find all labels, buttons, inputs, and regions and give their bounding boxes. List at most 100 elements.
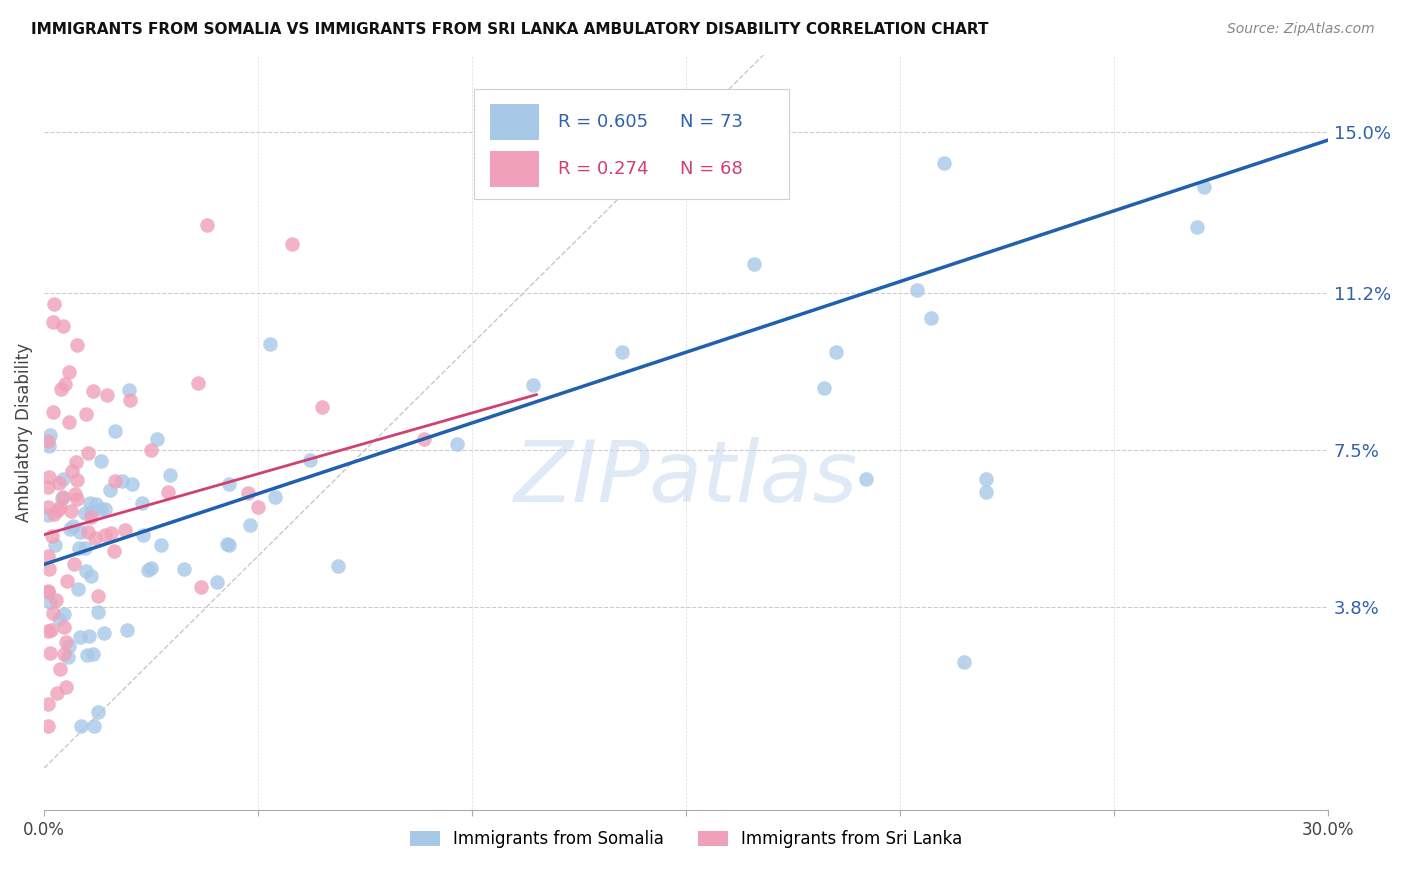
Point (52, 490, 75, 504)
Point (96, 388, 118, 402)
Point (53, 377, 76, 392)
Point (84, 531, 107, 545)
Point (173, 562, 195, 576)
Point (190, 580, 212, 594)
Point (238, 486, 260, 500)
Text: Source: ZipAtlas.com: Source: ZipAtlas.com (1227, 22, 1375, 37)
Point (149, 538, 172, 552)
Point (70, 718, 93, 732)
Point (100, 526, 122, 541)
Point (48, 476, 70, 491)
Point (825, 345, 848, 359)
Point (79, 496, 101, 510)
Point (55, 634, 77, 648)
Point (46, 503, 69, 517)
FancyBboxPatch shape (474, 89, 789, 199)
Point (58, 639, 80, 653)
Point (66, 582, 89, 596)
Point (264, 490, 287, 504)
Point (79, 568, 101, 582)
Point (215, 536, 238, 550)
Point (159, 468, 181, 483)
Point (41, 316, 63, 330)
Point (328, 559, 350, 574)
Point (75, 541, 97, 555)
Point (41, 529, 63, 543)
Point (58, 650, 80, 665)
Legend: Immigrants from Somalia, Immigrants from Sri Lanka: Immigrants from Somalia, Immigrants from… (404, 823, 969, 855)
Point (522, 377, 544, 392)
Point (93, 626, 115, 640)
Point (104, 425, 127, 439)
Point (52, 319, 75, 334)
Point (121, 476, 143, 491)
Point (38, 469, 60, 483)
Point (59, 522, 82, 536)
Point (218, 538, 240, 552)
Point (59, 504, 82, 518)
Point (195, 218, 218, 232)
Point (51, 491, 73, 505)
Point (67, 541, 90, 555)
Point (37, 698, 59, 712)
Point (48, 612, 70, 626)
Y-axis label: Ambulatory Disability: Ambulatory Disability (15, 343, 32, 523)
Point (60, 464, 83, 478)
Point (37, 583, 59, 598)
Point (86, 605, 108, 619)
Point (239, 517, 262, 532)
Point (41, 405, 63, 419)
Text: R = 0.605: R = 0.605 (558, 113, 648, 131)
Point (42, 507, 65, 521)
Point (86, 706, 108, 720)
Point (69, 630, 91, 644)
Point (52, 472, 75, 486)
Point (56, 574, 79, 588)
Point (44, 296, 66, 310)
Point (974, 473, 997, 487)
Text: N = 68: N = 68 (679, 161, 742, 178)
Point (37, 585, 59, 599)
Point (65, 455, 87, 469)
Point (69, 524, 91, 539)
Point (205, 575, 228, 590)
Text: ZIPatlas: ZIPatlas (515, 437, 858, 520)
Point (1185, 219, 1208, 234)
Point (53, 647, 76, 661)
Point (934, 156, 956, 170)
Text: IMMIGRANTS FROM SOMALIA VS IMMIGRANTS FROM SRI LANKA AMBULATORY DISABILITY CORRE: IMMIGRANTS FROM SOMALIA VS IMMIGRANTS FR… (31, 22, 988, 37)
Point (610, 345, 633, 359)
Point (139, 442, 162, 457)
Point (37, 718, 59, 732)
Point (187, 376, 209, 391)
Point (82, 384, 104, 398)
Point (905, 283, 928, 297)
Point (66, 491, 89, 506)
Point (1192, 179, 1215, 194)
Point (146, 432, 169, 446)
Point (62, 519, 84, 533)
Point (157, 484, 180, 499)
Text: N = 73: N = 73 (679, 113, 742, 131)
Point (55, 680, 77, 694)
Point (80, 505, 103, 519)
Point (974, 485, 997, 500)
Point (259, 337, 281, 351)
Point (39, 623, 62, 637)
Point (38, 594, 60, 608)
Point (77, 446, 100, 460)
Point (84, 497, 107, 511)
Point (80, 509, 103, 524)
Point (118, 383, 141, 397)
Point (412, 432, 434, 446)
Point (114, 523, 136, 537)
Point (53, 607, 76, 621)
Point (37, 500, 59, 514)
Point (37, 508, 59, 522)
Point (120, 392, 142, 407)
Point (44, 538, 66, 552)
Text: R = 0.274: R = 0.274 (558, 161, 648, 178)
Point (90, 453, 112, 467)
Point (37, 549, 59, 564)
Point (953, 655, 976, 669)
